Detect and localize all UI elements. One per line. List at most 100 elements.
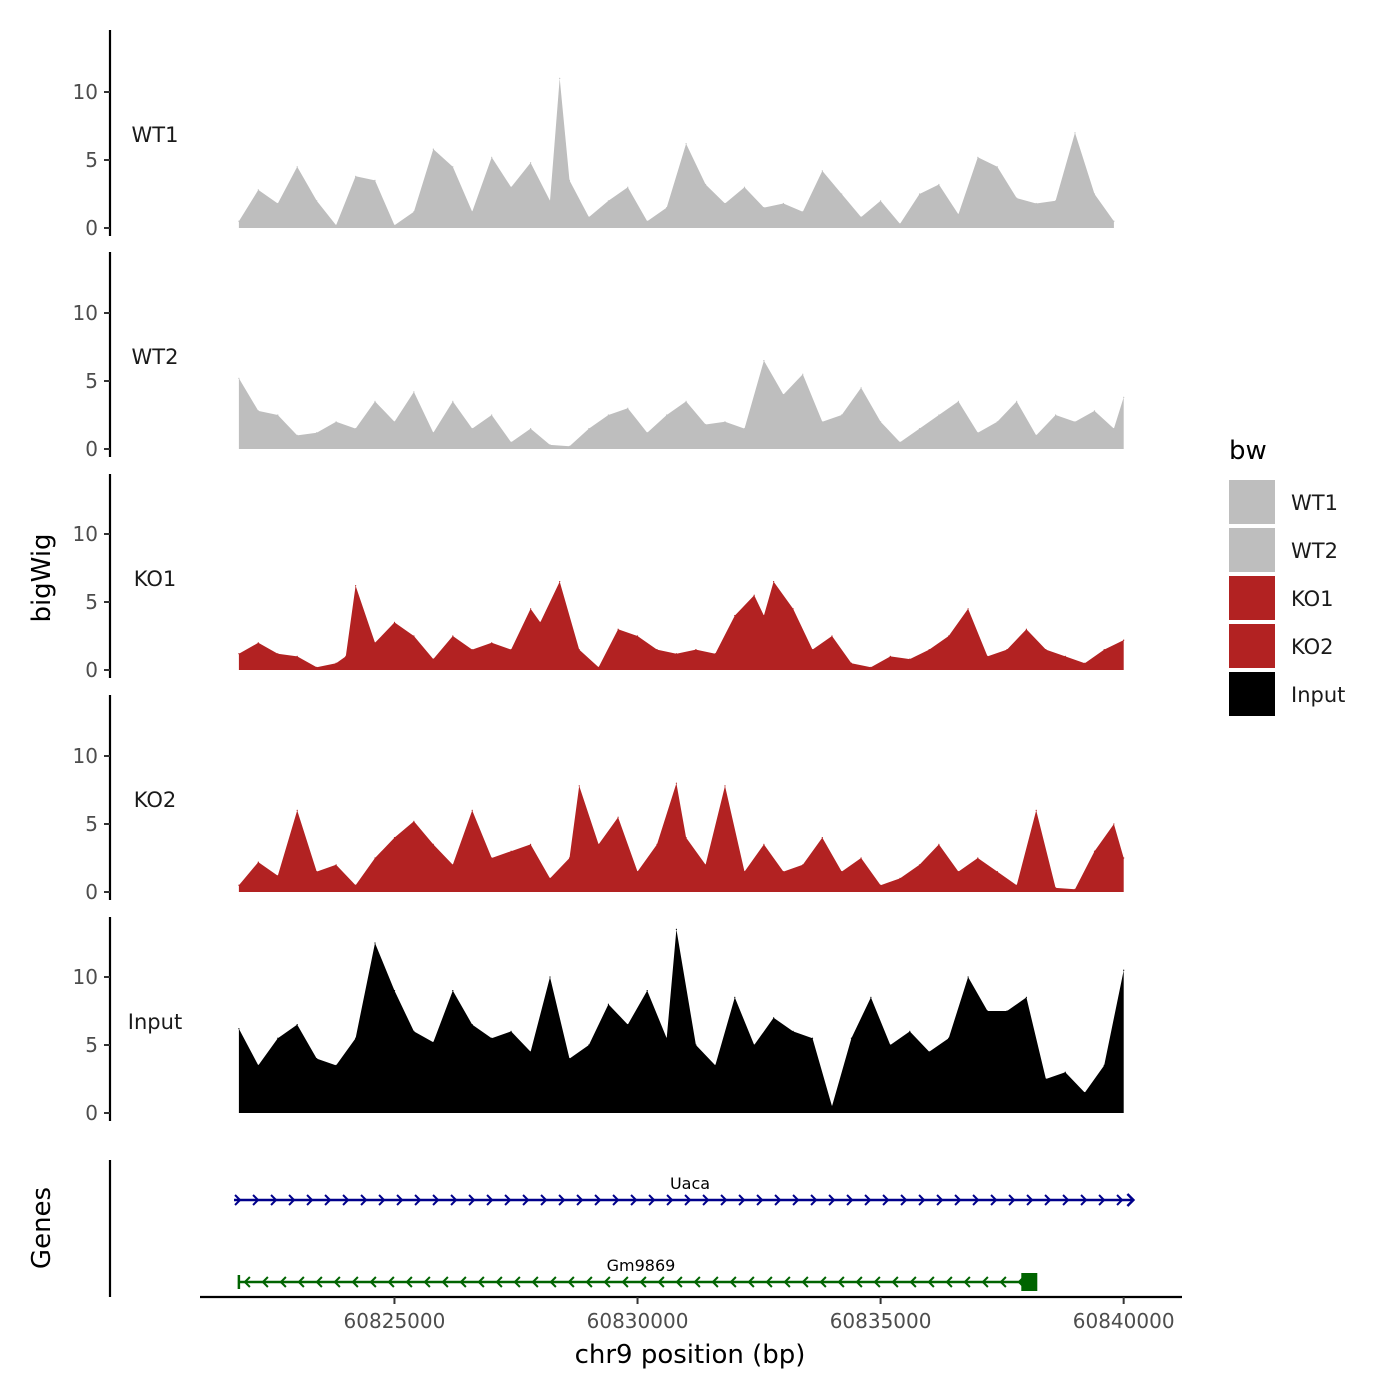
- strand-arrow: [360, 1194, 368, 1206]
- data-point: [1006, 1010, 1008, 1012]
- data-point: [355, 884, 357, 886]
- gene-exon: [1021, 1273, 1038, 1291]
- strand-arrow: [1126, 1193, 1136, 1207]
- track-wt1: 0 5 10 WT1: [73, 30, 1115, 240]
- strand-arrow: [792, 1194, 800, 1206]
- data-point: [257, 189, 259, 191]
- data-point: [1025, 996, 1027, 999]
- data-point: [374, 179, 376, 181]
- data-point: [763, 360, 765, 362]
- strand-arrow: [306, 1194, 314, 1206]
- data-point: [510, 186, 512, 188]
- strand-arrow: [288, 1194, 296, 1206]
- data-point: [413, 211, 415, 213]
- strand-arrow: [693, 1276, 701, 1288]
- data-point: [841, 193, 843, 195]
- data-point: [646, 220, 648, 222]
- data-point: [530, 1051, 532, 1053]
- data-point: [860, 387, 862, 389]
- series-area-ko1: [238, 581, 1124, 670]
- data-point: [880, 421, 882, 423]
- y-tick-label: 0: [85, 1101, 98, 1125]
- gene-uaca: Uaca: [234, 1174, 1136, 1207]
- strand-arrow: [576, 1194, 584, 1206]
- data-point: [374, 942, 376, 944]
- data-point: [792, 1030, 794, 1032]
- data-point: [948, 1037, 950, 1039]
- y-tick-label: 5: [85, 1033, 98, 1057]
- strand-arrow: [1116, 1194, 1124, 1206]
- data-point: [792, 608, 794, 610]
- data-point: [986, 1010, 989, 1012]
- data-point: [948, 635, 950, 637]
- data-point: [1045, 649, 1047, 651]
- data-point: [413, 635, 415, 637]
- data-point: [471, 211, 473, 213]
- data-point: [1055, 414, 1057, 416]
- strand-arrow: [990, 1194, 998, 1206]
- x-axis: 60825000 60830000 60835000 60840000: [200, 1295, 1182, 1333]
- data-point: [277, 1037, 279, 1039]
- strand-arrow: [684, 1194, 692, 1206]
- data-point: [1113, 428, 1115, 430]
- data-point: [880, 200, 882, 202]
- data-point: [491, 642, 493, 644]
- data-point: [627, 186, 629, 188]
- y-tick-label: 5: [85, 590, 98, 614]
- data-point: [1035, 809, 1037, 812]
- strand-arrow: [243, 1276, 251, 1288]
- data-point: [1093, 850, 1096, 852]
- data-point: [1035, 202, 1037, 205]
- strand-arrow: [234, 1194, 242, 1206]
- data-point: [432, 658, 434, 660]
- track-label: KO2: [134, 788, 177, 812]
- strand-arrow: [1044, 1194, 1052, 1206]
- y-tick-label: 0: [85, 216, 98, 240]
- y-tick-label: 0: [85, 658, 98, 682]
- strand-arrow: [819, 1276, 827, 1288]
- strand-arrow: [765, 1276, 773, 1288]
- strand-arrow: [756, 1194, 764, 1206]
- data-point: [355, 1037, 357, 1039]
- data-point: [1006, 649, 1008, 651]
- data-point: [986, 655, 989, 658]
- data-point: [1064, 1071, 1066, 1073]
- strand-arrow: [594, 1194, 602, 1206]
- data-point: [1074, 888, 1076, 890]
- data-point: [335, 224, 337, 226]
- legend-title: bw: [1229, 436, 1267, 466]
- data-point: [568, 445, 571, 447]
- strand-arrow: [387, 1276, 395, 1288]
- data-point: [559, 581, 561, 583]
- data-point: [666, 414, 668, 416]
- legend-swatch-wt2: [1229, 528, 1275, 572]
- strand-arrow: [639, 1276, 647, 1288]
- strand-arrow: [846, 1194, 854, 1206]
- data-point: [316, 666, 318, 668]
- data-point: [782, 202, 785, 205]
- track-label: KO1: [134, 567, 177, 591]
- data-point: [996, 871, 998, 873]
- strand-arrow: [324, 1194, 332, 1206]
- data-point: [452, 400, 454, 402]
- data-point: [928, 1051, 930, 1053]
- strand-arrow: [279, 1276, 287, 1288]
- strand-arrow: [774, 1194, 782, 1206]
- strand-arrow: [396, 1194, 404, 1206]
- data-point: [238, 884, 240, 886]
- y-tick-label: 10: [73, 744, 98, 768]
- x-tick-label: 60840000: [1073, 1309, 1175, 1333]
- data-point: [1016, 884, 1018, 886]
- y-axis-title: bigWig: [27, 533, 57, 622]
- strand-arrow: [414, 1194, 422, 1206]
- data-point: [432, 843, 434, 846]
- strand-arrow: [891, 1276, 899, 1288]
- data-point: [607, 1003, 610, 1005]
- data-point: [656, 843, 658, 846]
- strand-arrow: [702, 1194, 710, 1206]
- data-point: [811, 1037, 814, 1039]
- data-point: [841, 871, 843, 873]
- data-point: [257, 861, 259, 863]
- data-point: [734, 996, 736, 999]
- data-point: [471, 809, 473, 812]
